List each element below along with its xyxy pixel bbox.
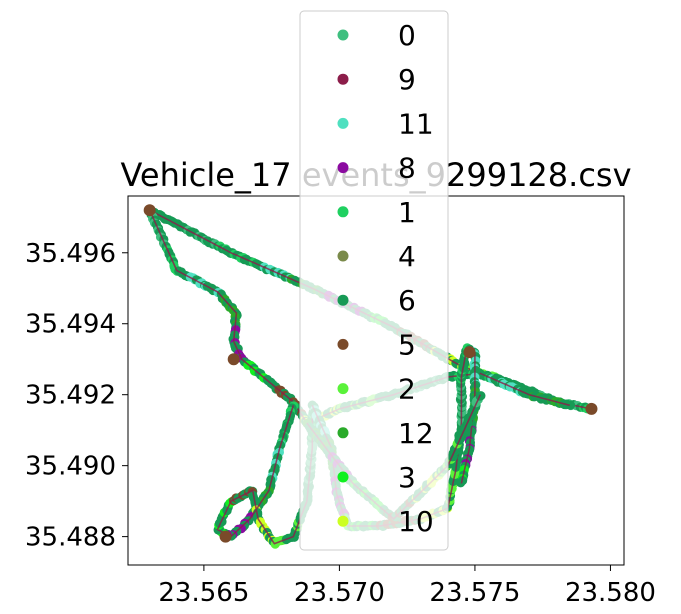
y-tick-label: 35.490 <box>25 452 116 482</box>
legend-label: 1 <box>398 196 416 229</box>
legend-marker <box>337 471 349 483</box>
legend-marker <box>337 515 349 527</box>
legend-marker <box>337 294 349 306</box>
x-tick-label: 23.565 <box>158 578 249 608</box>
legend-marker <box>337 427 349 439</box>
legend-marker <box>337 162 349 174</box>
legend-label: 12 <box>398 417 434 450</box>
legend-label: 3 <box>398 461 416 494</box>
data-point <box>456 478 466 488</box>
legend-label: 11 <box>398 107 434 140</box>
legend-label: 8 <box>398 152 416 185</box>
legend-label: 4 <box>398 240 416 273</box>
legend-label: 5 <box>398 328 416 361</box>
endpoint-marker <box>219 530 232 543</box>
endpoint-marker <box>227 353 240 366</box>
endpoint-marker <box>463 346 476 359</box>
axes: 23.565 23.570 23.575 23.580 35.488 35.490 35.4… <box>25 195 656 608</box>
y-tick-label: 35.488 <box>25 523 116 553</box>
x-tick-label: 23.580 <box>565 578 656 608</box>
legend-label: 9 <box>398 63 416 96</box>
data-point <box>565 400 576 410</box>
legend-marker <box>337 117 349 129</box>
legend-marker <box>337 250 349 262</box>
legend: 0 9 11 8 1 4 6 5 2 12 3 10 <box>299 10 449 551</box>
legend-marker <box>337 73 349 85</box>
legend-marker <box>337 338 349 350</box>
endpoint-marker <box>585 402 598 415</box>
legend-label: 0 <box>398 19 416 52</box>
legend-marker <box>337 383 349 395</box>
legend-label: 6 <box>398 284 416 317</box>
x-tick-label: 23.570 <box>294 578 385 608</box>
y-tick-label: 35.494 <box>25 310 116 340</box>
legend-marker <box>337 29 349 41</box>
legend-label: 2 <box>398 373 416 406</box>
x-tick-label: 23.575 <box>429 578 520 608</box>
y-tick-label: 35.496 <box>25 239 116 269</box>
endpoint-marker <box>143 204 156 217</box>
y-tick-label: 35.492 <box>25 381 116 411</box>
legend-marker <box>337 206 349 218</box>
legend-box <box>299 10 449 551</box>
legend-label: 10 <box>398 505 434 538</box>
